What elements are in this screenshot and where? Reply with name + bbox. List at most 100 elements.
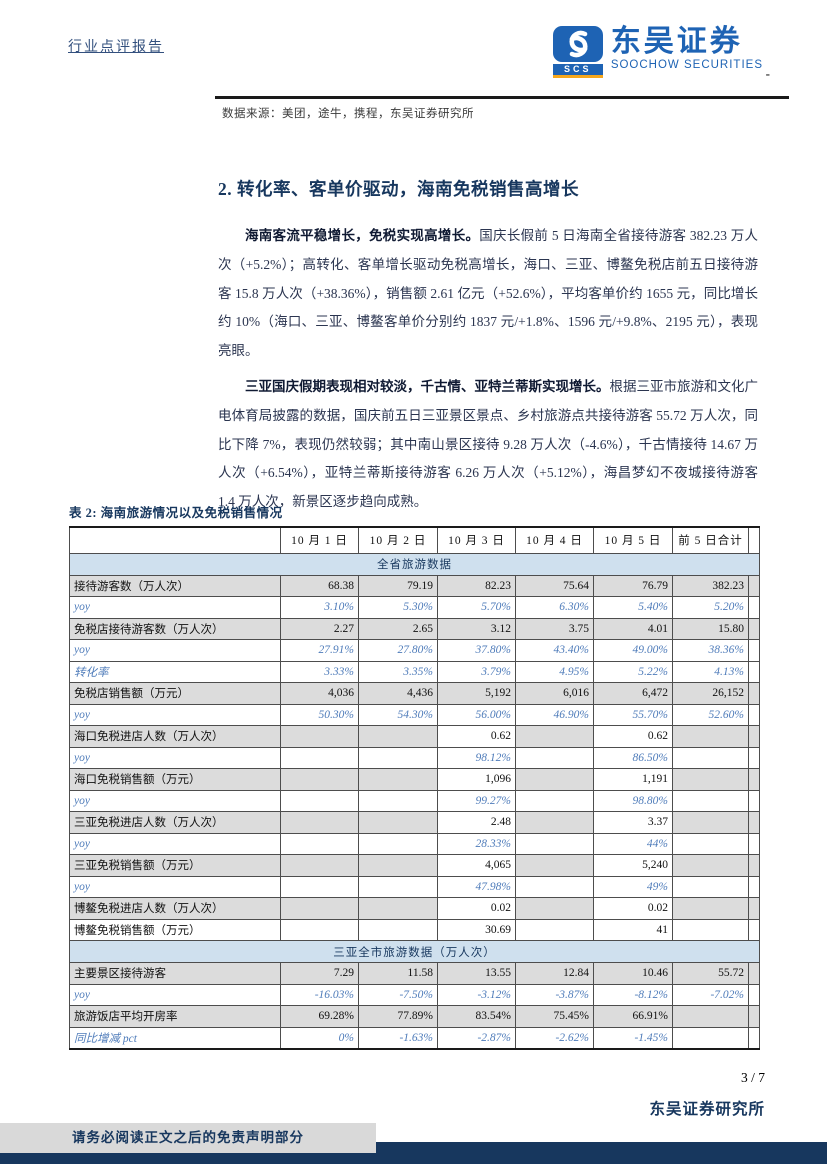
table-cell: 79.19 <box>358 574 438 597</box>
filler-cell <box>748 983 760 1006</box>
row-label: yoy <box>69 832 281 855</box>
section-band-label: 三亚全市旅游数据（万人次） <box>69 940 760 963</box>
row-label: 接待游客数（万人次） <box>69 574 281 597</box>
page-number: 3 / 7 <box>740 1070 765 1085</box>
table-cell: 55.72 <box>672 962 749 985</box>
table-cell: -2.87% <box>437 1026 516 1049</box>
table-cell: 3.33% <box>280 660 359 683</box>
table-cell: 66.91% <box>593 1005 673 1028</box>
paragraph-body: 国庆长假前 5 日海南全省接待游客 382.23 万人次（+5.2%）；高转化、… <box>218 228 758 359</box>
row-label: yoy <box>69 639 281 662</box>
filler-cell <box>748 1005 760 1028</box>
table-cell <box>515 854 594 877</box>
table-row: 接待游客数（万人次） 68.38 79.19 82.23 75.64 76.79 382.2… <box>69 574 760 597</box>
table-cell: 7.29 <box>280 962 359 985</box>
table-cell: 2.27 <box>280 617 359 640</box>
logo-abbr: SCS <box>552 64 603 78</box>
table-cell: 49.00% <box>593 639 673 662</box>
hainan-tourism-table: 10 月 1 日 10 月 2 日 10 月 3 日 10 月 4 日 10 月 5 日… <box>69 526 760 1050</box>
paragraph: 三亚国庆假期表现相对较淡，千古情、亚特兰蒂斯实现增长。根据三亚市旅游和文化广电体… <box>218 373 758 517</box>
table-cell: 54.30% <box>358 703 438 726</box>
table-cell: 98.80% <box>593 789 673 812</box>
row-label: 三亚免税销售额（万元） <box>69 854 281 877</box>
table-cell: 2.48 <box>437 811 516 834</box>
institute-name: 东吴证券研究所 <box>649 1101 765 1118</box>
table-row: yoy -16.03% -7.50% -3.12% -3.87% -8.12% -7.02% <box>69 983 760 1006</box>
table-cell <box>358 854 438 877</box>
table-cell: 0.02 <box>593 897 673 920</box>
column-header: 10 月 4 日 <box>515 526 594 554</box>
table-cell: -3.87% <box>515 983 594 1006</box>
row-label: 免税店销售额（万元） <box>69 682 281 705</box>
table-body: 全省旅游数据 接待游客数（万人次） 68.38 79.19 82.23 75.64 76.7… <box>69 552 760 1049</box>
table-cell: 382.23 <box>672 574 749 597</box>
table-cell: 28.33% <box>437 832 516 855</box>
column-header: 10 月 1 日 <box>280 526 359 554</box>
table-row: 旅游饭店平均开房率 69.28% 77.89% 83.54% 75.45% 66.91% <box>69 1005 760 1028</box>
table-cell: 38.36% <box>672 639 749 662</box>
table-row: 同比增减 pct 0% -1.63% -2.87% -2.62% -1.45% <box>69 1026 760 1049</box>
filler-cell <box>748 703 760 726</box>
table-caption: 表 2: 海南旅游情况以及免税销售情况 <box>69 506 283 520</box>
table-row: 三亚免税进店人数（万人次） 2.48 3.37 <box>69 811 760 834</box>
column-header: 10 月 3 日 <box>437 526 516 554</box>
table-row: yoy 3.10% 5.30% 5.70% 6.30% 5.40% 5.20% <box>69 596 760 619</box>
table-cell <box>672 1026 749 1049</box>
filler-cell <box>748 639 760 662</box>
paragraph-lead: 海南客流平稳增长，免税实现高增长。 <box>245 228 480 243</box>
table-cell <box>280 854 359 877</box>
table-row: 三亚免税销售额（万元） 4,065 5,240 <box>69 854 760 877</box>
logo-mark: SCS <box>552 26 603 78</box>
filler-cell <box>748 854 760 877</box>
column-header: 10 月 2 日 <box>358 526 438 554</box>
table-row: 海口免税销售额（万元） 1,096 1,191 <box>69 768 760 791</box>
table-cell: 5.30% <box>358 596 438 619</box>
table-cell: 49% <box>593 875 673 898</box>
table-cell: 0% <box>280 1026 359 1049</box>
table-cell: 99.27% <box>437 789 516 812</box>
table-cell: 3.37 <box>593 811 673 834</box>
table-cell: 4,065 <box>437 854 516 877</box>
row-label: 同比增减 pct <box>69 1026 281 1049</box>
table-cell: 68.38 <box>280 574 359 597</box>
table-cell: 5.20% <box>672 596 749 619</box>
table-cell: 1,191 <box>593 768 673 791</box>
table-cell <box>672 918 749 941</box>
table-cell: 3.79% <box>437 660 516 683</box>
table-cell <box>280 811 359 834</box>
row-label: 旅游饭店平均开房率 <box>69 1005 281 1028</box>
row-label: 海口免税销售额（万元） <box>69 768 281 791</box>
table-cell: -1.45% <box>593 1026 673 1049</box>
table-cell <box>672 746 749 769</box>
header-divider <box>215 96 789 99</box>
table-cell: 0.62 <box>437 725 516 748</box>
row-label: 转化率 <box>69 660 281 683</box>
table-cell <box>515 811 594 834</box>
row-label: 三亚免税进店人数（万人次） <box>69 811 281 834</box>
table-cell: 4,036 <box>280 682 359 705</box>
table-cell <box>358 811 438 834</box>
table-row: yoy 47.98% 49% <box>69 875 760 898</box>
section-band-label: 全省旅游数据 <box>69 552 760 576</box>
table-cell: 30.69 <box>437 918 516 941</box>
soochow-securities-logo: SCS 东吴证券 SOOCHOW SECURITIES <box>552 26 763 78</box>
table-cell <box>672 854 749 877</box>
table-cell: 26,152 <box>672 682 749 705</box>
table-cell <box>280 875 359 898</box>
table-cell: 3.10% <box>280 596 359 619</box>
table-row: yoy 98.12% 86.50% <box>69 746 760 769</box>
section-title: 2. 转化率、客单价驱动，海南免税销售高增长 <box>218 179 579 199</box>
table-cell: 4,436 <box>358 682 438 705</box>
table-cell: 44% <box>593 832 673 855</box>
table-cell: 98.12% <box>437 746 516 769</box>
filler-cell <box>748 962 760 985</box>
table-cell <box>515 875 594 898</box>
table-cell: 6,472 <box>593 682 673 705</box>
table-cell: 55.70% <box>593 703 673 726</box>
filler-cell <box>748 682 760 705</box>
table-cell <box>672 875 749 898</box>
table-cell: -1.63% <box>358 1026 438 1049</box>
table-cell: 10.46 <box>593 962 673 985</box>
table-row: 免税店销售额（万元） 4,036 4,436 5,192 6,016 6,472 26,15… <box>69 682 760 705</box>
table-cell: 6.30% <box>515 596 594 619</box>
